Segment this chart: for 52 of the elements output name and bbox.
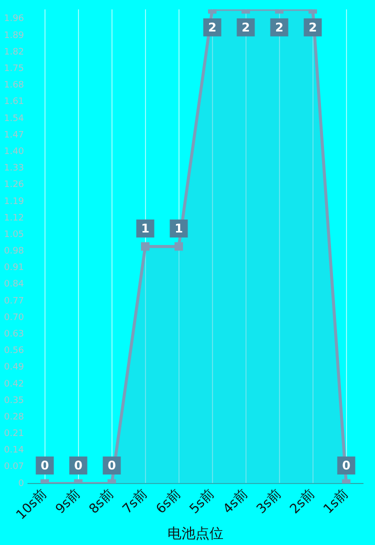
x-tick-label: 5s前 xyxy=(187,486,218,518)
x-axis-title: 电池点位 xyxy=(168,526,224,542)
y-tick-label: 1.82 xyxy=(4,47,24,58)
y-tick-label: 0.70 xyxy=(4,312,24,323)
x-tick-label: 1s前 xyxy=(321,486,352,518)
y-tick-label: 0.07 xyxy=(4,462,24,472)
y-tick-label: 1.96 xyxy=(4,14,24,24)
y-tick-label: 1.26 xyxy=(4,180,24,190)
y-tick-label: 1.68 xyxy=(4,80,24,91)
y-tick-label: 0.63 xyxy=(4,329,24,340)
x-tick-label: 10s前 xyxy=(14,486,50,523)
y-tick-label: 1.19 xyxy=(4,196,24,207)
y-tick-label: 0.14 xyxy=(4,446,24,456)
x-tick-label: 7s前 xyxy=(120,486,150,518)
data-label: 2 xyxy=(208,20,216,35)
y-tick-label: 1.75 xyxy=(4,64,24,74)
y-tick-label: 0 xyxy=(18,478,24,489)
x-tick-label: 6s前 xyxy=(154,486,184,518)
data-label: 2 xyxy=(275,20,284,35)
data-label: 2 xyxy=(242,20,250,35)
y-tick-label: 0.84 xyxy=(4,280,24,290)
y-tick-label: 0.56 xyxy=(4,346,24,356)
data-label: 0 xyxy=(40,458,49,473)
x-tick-label: 8s前 xyxy=(86,486,117,518)
x-tick-label: 2s前 xyxy=(288,486,318,518)
y-tick-label: 0.77 xyxy=(4,296,24,306)
y-tick-label: 0.42 xyxy=(4,379,24,390)
x-tick-label: 3s前 xyxy=(254,486,284,518)
data-label: 0 xyxy=(74,458,82,473)
data-label: 2 xyxy=(308,20,317,35)
y-tick-label: 0.98 xyxy=(4,246,24,257)
y-tick-label: 1.54 xyxy=(4,114,24,124)
y-tick-label: 0.28 xyxy=(4,412,24,422)
y-tick-label: 1.47 xyxy=(4,130,24,140)
x-tick-label: 9s前 xyxy=(53,486,84,518)
y-tick-label: 1.61 xyxy=(4,97,24,108)
point xyxy=(174,242,184,251)
x-tick-label: 4s前 xyxy=(220,486,251,518)
data-label: 1 xyxy=(141,222,150,236)
y-tick-label: 1.05 xyxy=(4,230,24,240)
y-tick-label: 0.91 xyxy=(4,263,24,274)
y-tick-label: 0.35 xyxy=(4,396,24,406)
data-label: 0 xyxy=(342,458,350,473)
data-label: 0 xyxy=(108,458,116,473)
data-label: 1 xyxy=(174,222,183,236)
y-tick-label: 0.21 xyxy=(4,429,24,440)
y-tick-label: 0.49 xyxy=(4,362,24,373)
y-tick-label: 1.89 xyxy=(4,30,24,41)
point xyxy=(141,242,150,251)
y-tick-label: 1.33 xyxy=(4,164,24,174)
y-tick-label: 1.40 xyxy=(4,146,24,157)
y-tick-label: 1.12 xyxy=(4,213,24,224)
